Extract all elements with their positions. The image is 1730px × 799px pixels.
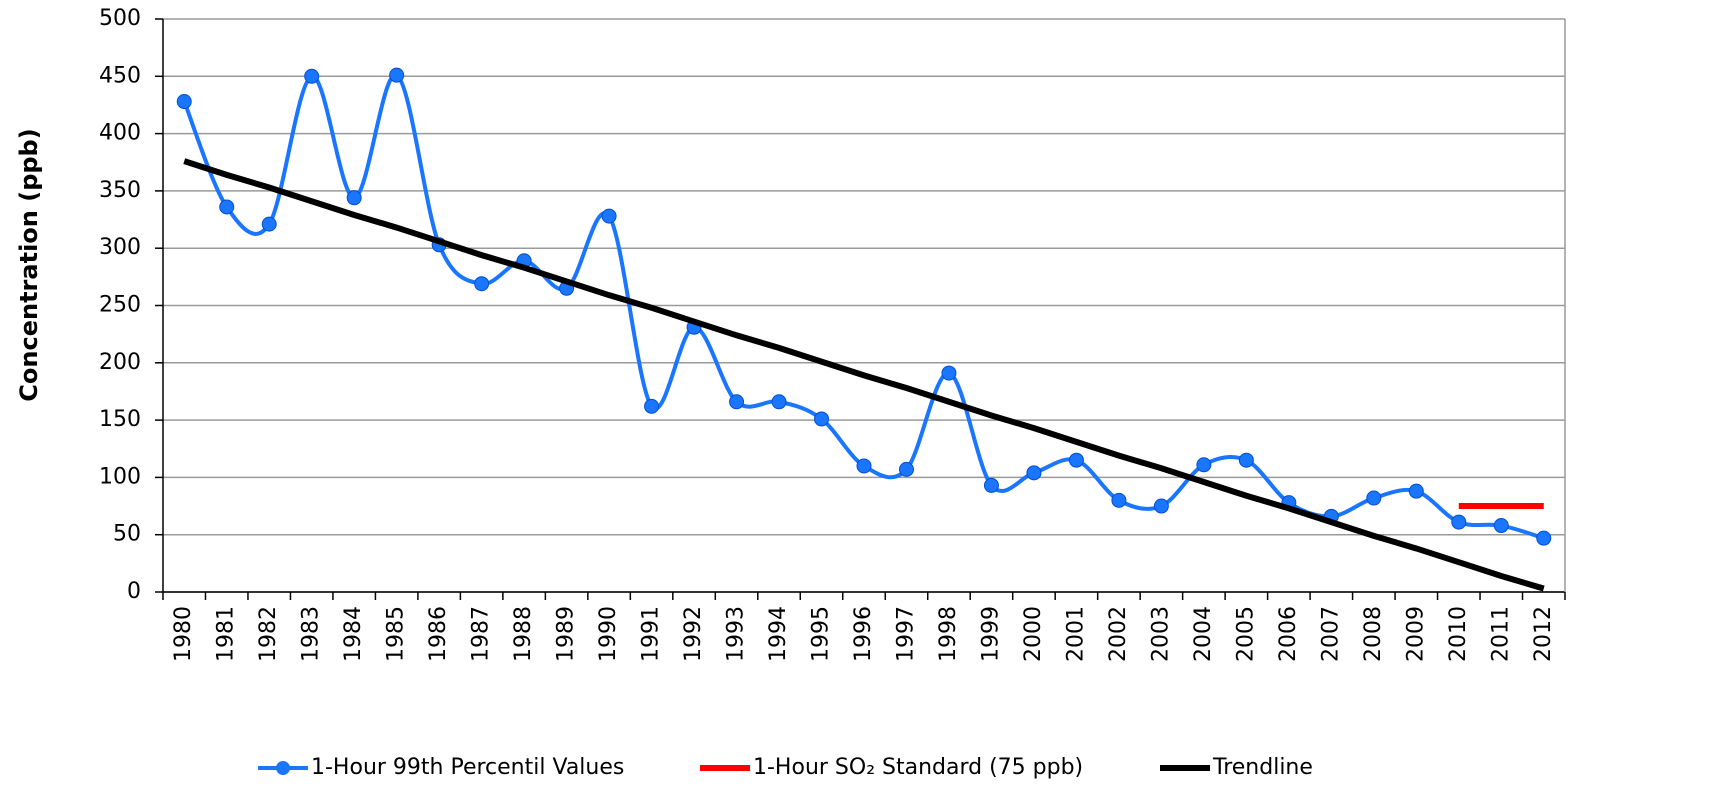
data-point <box>601 208 617 224</box>
data-point <box>1451 514 1467 530</box>
data-point <box>389 67 405 83</box>
data-point <box>983 477 999 493</box>
data-point <box>261 216 277 232</box>
y-tick-label: 150 <box>99 407 141 432</box>
series-line <box>183 158 1545 592</box>
y-tick-label: 400 <box>99 121 141 146</box>
data-point <box>1196 457 1212 473</box>
y-axis-label: Concentration (ppb) <box>15 128 43 401</box>
x-tick-label: 1991 <box>639 606 664 662</box>
data-point <box>1408 483 1424 499</box>
x-tick-label: 1983 <box>299 606 324 662</box>
x-tick-label: 1989 <box>554 606 579 662</box>
data-point <box>1153 498 1169 514</box>
y-tick-label: 50 <box>113 522 141 547</box>
data-point <box>729 394 745 410</box>
x-tick-label: 1980 <box>171 606 196 662</box>
x-tick-label: 2007 <box>1318 606 1343 662</box>
data-point <box>1068 452 1084 468</box>
x-tick-label: 2000 <box>1021 606 1046 662</box>
x-tick-label: 1985 <box>384 606 409 662</box>
data-point <box>346 190 362 206</box>
data-point <box>644 398 660 414</box>
data-point <box>1026 465 1042 481</box>
data-point <box>814 411 830 427</box>
x-tick-label: 2006 <box>1276 606 1301 662</box>
x-tick-label: 1990 <box>596 606 621 662</box>
x-tick-label: 2002 <box>1106 606 1131 662</box>
x-tick-label: 1999 <box>978 606 1003 662</box>
y-tick-label: 450 <box>99 63 141 88</box>
data-point <box>1238 452 1254 468</box>
x-tick-label: 1997 <box>893 606 918 662</box>
y-tick-label: 300 <box>99 235 141 260</box>
data-point <box>941 365 957 381</box>
legend-label: 1-Hour 99th Percentil Values <box>311 755 624 780</box>
y-tick-label: 100 <box>99 464 141 489</box>
x-tick-label: 1995 <box>809 606 834 662</box>
x-tick-label: 2005 <box>1233 606 1258 662</box>
data-point <box>1366 490 1382 506</box>
x-tick-label: 2012 <box>1531 606 1556 662</box>
x-tick-label: 2003 <box>1148 606 1173 662</box>
y-tick-label: 500 <box>99 6 141 31</box>
x-tick-label: 1994 <box>766 606 791 662</box>
x-tick-label: 1987 <box>469 606 494 662</box>
x-tick-label: 1996 <box>851 606 876 662</box>
data-point <box>1536 530 1552 546</box>
y-tick-label: 250 <box>99 293 141 318</box>
x-tick-label: 2001 <box>1063 606 1088 662</box>
x-tick-label: 1988 <box>511 606 536 662</box>
x-tick-label: 2004 <box>1191 606 1216 662</box>
y-tick-label: 350 <box>99 178 141 203</box>
x-tick-label: 2009 <box>1403 606 1428 662</box>
data-point <box>304 68 320 84</box>
y-tick-label: 0 <box>127 579 141 604</box>
series-line <box>182 73 1545 541</box>
x-tick-label: 1981 <box>214 606 239 662</box>
x-tick-label: 2011 <box>1488 606 1513 662</box>
x-tick-label: 2008 <box>1361 606 1386 662</box>
y-tick-label: 200 <box>99 350 141 375</box>
legend-label: Trendline <box>1212 755 1313 780</box>
x-tick-label: 1984 <box>341 606 366 662</box>
x-tick-label: 1998 <box>936 606 961 662</box>
legend-label: 1-Hour SO₂ Standard (75 ppb) <box>753 755 1083 780</box>
legend-marker <box>276 761 290 775</box>
x-tick-label: 2010 <box>1446 606 1471 662</box>
data-point <box>771 394 787 410</box>
x-tick-label: 1992 <box>681 606 706 662</box>
x-tick-label: 1986 <box>426 606 451 662</box>
data-point <box>856 458 872 474</box>
data-point <box>176 94 192 110</box>
data-point <box>1493 518 1509 534</box>
data-point <box>474 276 490 292</box>
data-point <box>1111 492 1127 508</box>
x-tick-label: 1993 <box>724 606 749 662</box>
x-tick-label: 1982 <box>256 606 281 662</box>
data-point <box>219 199 235 215</box>
data-point <box>898 461 914 477</box>
